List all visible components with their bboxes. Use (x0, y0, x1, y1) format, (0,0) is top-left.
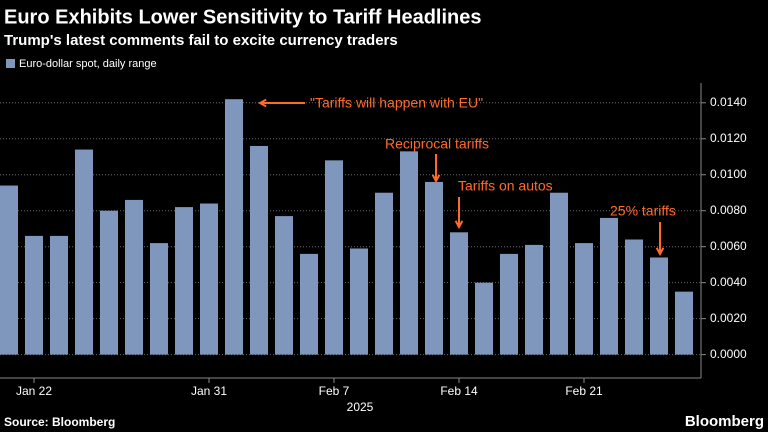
bar (625, 239, 643, 355)
bar (450, 232, 468, 355)
annotation: "Tariffs will happen with EU" (310, 95, 483, 111)
y-tick-label: 0.0080 (710, 203, 747, 217)
annotation: Reciprocal tariffs (385, 136, 489, 152)
bar (500, 253, 518, 355)
bar (75, 149, 93, 355)
bar (475, 282, 493, 355)
x-tick-label: Jan 31 (191, 384, 227, 398)
bar (50, 235, 68, 355)
bar (225, 99, 243, 355)
legend-swatch (6, 59, 15, 68)
bar (550, 192, 568, 355)
bar (400, 151, 418, 355)
bar (325, 160, 343, 355)
y-tick-label: 0.0120 (710, 131, 747, 145)
bar (200, 203, 218, 355)
bar (375, 192, 393, 355)
annotation-arrowhead (257, 98, 267, 108)
bar (350, 248, 368, 355)
y-tick-label: 0.0100 (710, 167, 747, 181)
bar (0, 185, 18, 355)
bar (250, 145, 268, 355)
annotation: Tariffs on autos (458, 178, 553, 194)
y-tick-label: 0.0000 (710, 347, 747, 361)
x-axis-label: 2025 (347, 400, 374, 414)
source: Source: Bloomberg (4, 415, 115, 429)
bar (150, 243, 168, 355)
x-tick-label: Feb 14 (440, 384, 478, 398)
bar (275, 216, 293, 355)
bar (175, 207, 193, 355)
bar (300, 253, 318, 355)
annotation-arrowhead (655, 247, 665, 257)
x-tick-label: Feb 7 (319, 384, 350, 398)
bar (25, 235, 43, 355)
bar (650, 257, 668, 355)
bar (100, 210, 118, 355)
y-tick-label: 0.0060 (710, 239, 747, 253)
bar (675, 291, 693, 355)
y-tick-label: 0.0040 (710, 275, 747, 289)
bar (425, 181, 443, 355)
x-tick-label: Feb 21 (565, 384, 603, 398)
y-tick-label: 0.0140 (710, 95, 747, 109)
bar (575, 243, 593, 355)
bar (600, 217, 618, 355)
bar (125, 199, 143, 355)
annotation: 25% tariffs (610, 203, 676, 219)
chart-title: Euro Exhibits Lower Sensitivity to Tarif… (4, 6, 482, 28)
bar (525, 244, 543, 355)
legend-label: Euro-dollar spot, daily range (19, 58, 157, 70)
y-tick-label: 0.0020 (710, 311, 747, 325)
x-tick-label: Jan 22 (16, 384, 52, 398)
brand: Bloomberg (685, 413, 764, 430)
chart-subtitle: Trump's latest comments fail to excite c… (4, 32, 398, 49)
annotation-arrowhead (454, 220, 464, 230)
annotation-arrowhead (431, 174, 441, 184)
